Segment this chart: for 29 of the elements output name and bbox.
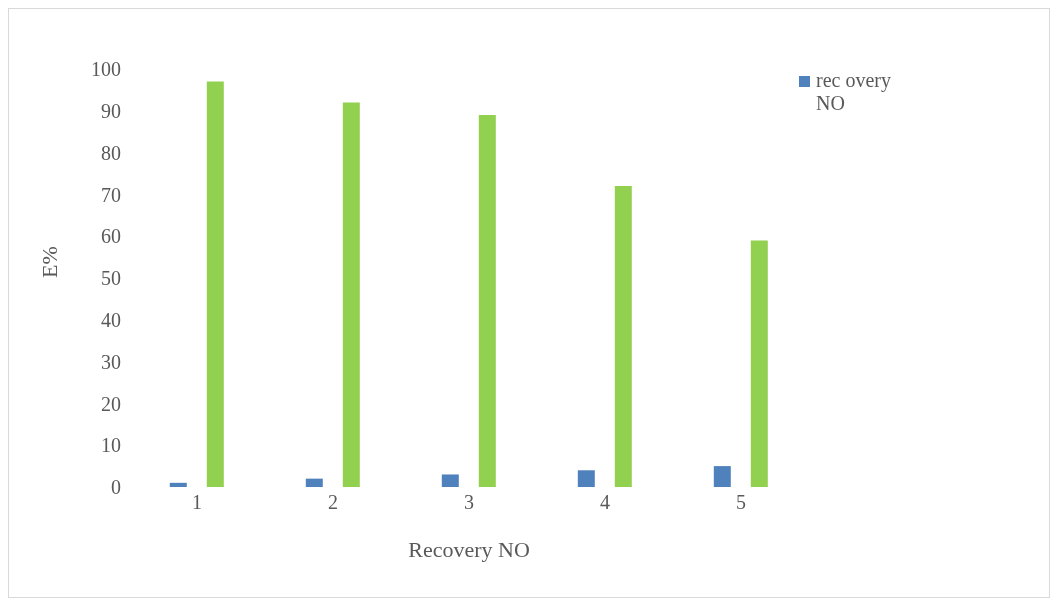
x-axis-title: Recovery NO bbox=[408, 537, 530, 562]
bar bbox=[169, 482, 187, 487]
x-tick-label: 1 bbox=[192, 491, 202, 514]
y-tick-label: 60 bbox=[101, 225, 121, 248]
x-tick-label: 5 bbox=[736, 491, 746, 514]
bar bbox=[614, 186, 632, 487]
y-tick-label: 50 bbox=[101, 267, 121, 290]
legend-label: rec overy NO bbox=[816, 69, 892, 115]
bar bbox=[478, 114, 496, 487]
y-tick-label: 100 bbox=[91, 58, 121, 81]
y-tick-label: 10 bbox=[101, 434, 121, 457]
y-axis-title: E% bbox=[36, 246, 62, 278]
bar bbox=[206, 81, 224, 487]
y-tick-label: 90 bbox=[101, 99, 121, 122]
y-tick-label: 70 bbox=[101, 183, 121, 206]
bar bbox=[713, 466, 731, 487]
x-tick-label: 2 bbox=[328, 491, 338, 514]
bar bbox=[750, 240, 768, 487]
bar bbox=[441, 474, 459, 487]
y-tick-label: 80 bbox=[101, 141, 121, 164]
x-tick-label: 3 bbox=[464, 491, 474, 514]
bar bbox=[577, 470, 595, 487]
bar bbox=[305, 478, 323, 487]
x-tick-label: 4 bbox=[600, 491, 610, 514]
y-tick-label: 40 bbox=[101, 308, 121, 331]
bar bbox=[342, 102, 360, 487]
y-tick-label: 20 bbox=[101, 392, 121, 415]
y-tick-label: 0 bbox=[111, 476, 121, 499]
y-tick-label: 30 bbox=[101, 350, 121, 373]
